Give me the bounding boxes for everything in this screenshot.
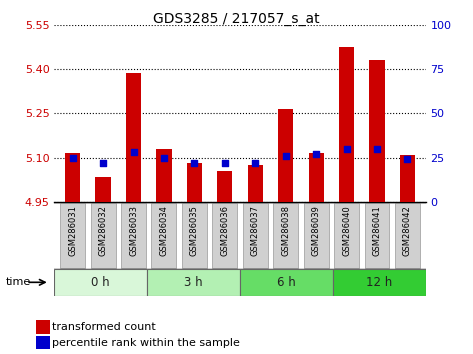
- Text: percentile rank within the sample: percentile rank within the sample: [52, 338, 239, 348]
- Point: [373, 146, 381, 152]
- Point: [282, 153, 289, 159]
- FancyBboxPatch shape: [395, 203, 420, 268]
- Point: [403, 156, 411, 162]
- FancyBboxPatch shape: [365, 203, 389, 268]
- Text: GSM286041: GSM286041: [373, 205, 382, 256]
- Text: time: time: [6, 277, 31, 287]
- FancyBboxPatch shape: [243, 203, 268, 268]
- Bar: [157, 149, 172, 202]
- Text: transformed count: transformed count: [52, 322, 156, 332]
- Text: GSM286031: GSM286031: [68, 205, 77, 256]
- FancyBboxPatch shape: [334, 203, 359, 268]
- Bar: [217, 171, 232, 202]
- Bar: [36, 320, 51, 334]
- Text: GSM286040: GSM286040: [342, 205, 351, 256]
- Point: [252, 160, 259, 166]
- Point: [130, 149, 137, 155]
- Bar: [248, 165, 263, 202]
- FancyBboxPatch shape: [273, 203, 298, 268]
- FancyBboxPatch shape: [212, 203, 237, 268]
- Text: GSM286036: GSM286036: [220, 205, 229, 256]
- Bar: [36, 336, 51, 349]
- Point: [160, 155, 168, 160]
- Bar: [187, 164, 202, 202]
- Bar: [278, 109, 293, 202]
- FancyBboxPatch shape: [121, 203, 146, 268]
- Bar: [96, 177, 111, 202]
- Bar: [126, 74, 141, 202]
- Text: GSM286035: GSM286035: [190, 205, 199, 256]
- Bar: [339, 47, 354, 202]
- FancyBboxPatch shape: [182, 203, 207, 268]
- Text: GSM286042: GSM286042: [403, 205, 412, 256]
- FancyBboxPatch shape: [91, 203, 115, 268]
- Text: GSM286033: GSM286033: [129, 205, 138, 256]
- FancyBboxPatch shape: [304, 203, 329, 268]
- Text: 3 h: 3 h: [184, 276, 203, 289]
- Text: GSM286038: GSM286038: [281, 205, 290, 256]
- Point: [69, 155, 77, 160]
- Text: GDS3285 / 217057_s_at: GDS3285 / 217057_s_at: [153, 12, 320, 27]
- Bar: [369, 60, 385, 202]
- Point: [343, 146, 350, 152]
- Point: [312, 151, 320, 157]
- Bar: [54, 269, 147, 296]
- Text: 0 h: 0 h: [91, 276, 110, 289]
- Text: GSM286039: GSM286039: [312, 205, 321, 256]
- Bar: [65, 153, 80, 202]
- Bar: [333, 269, 426, 296]
- Text: GSM286034: GSM286034: [159, 205, 168, 256]
- Point: [99, 160, 107, 166]
- Text: 6 h: 6 h: [277, 276, 296, 289]
- Bar: [240, 269, 333, 296]
- Point: [191, 160, 198, 166]
- Bar: [400, 155, 415, 202]
- Bar: [147, 269, 240, 296]
- Bar: [308, 153, 324, 202]
- Text: 12 h: 12 h: [366, 276, 393, 289]
- Point: [221, 160, 228, 166]
- FancyBboxPatch shape: [60, 203, 85, 268]
- FancyBboxPatch shape: [151, 203, 176, 268]
- Text: GSM286037: GSM286037: [251, 205, 260, 256]
- Text: GSM286032: GSM286032: [98, 205, 107, 256]
